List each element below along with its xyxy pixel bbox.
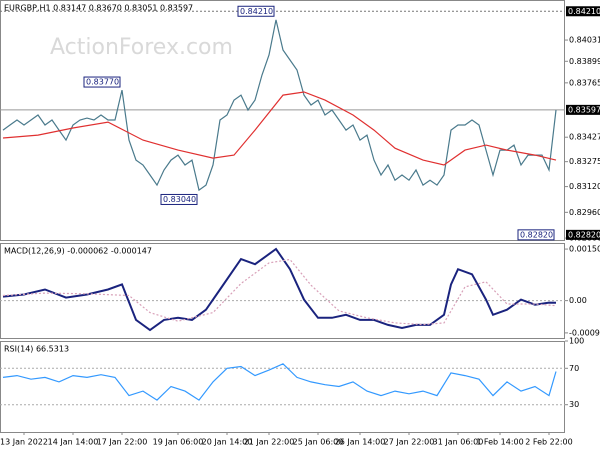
axis-marker-box [566, 6, 600, 17]
annotation-box [160, 193, 198, 205]
y-tick-label: -0.000941 [569, 328, 600, 337]
y-tick-label: 0.83899 [569, 57, 600, 66]
series-line [2, 258, 557, 326]
panel-title: MACD(12,26,9) -0.000062 -0.000147 [4, 247, 152, 256]
y-tick-label: 0.83120 [569, 182, 600, 191]
x-tick-label: 17 Jan 22:00 [97, 438, 148, 447]
x-tick-label: 13 Jan 2022 [0, 438, 48, 447]
y-tick-label: 30 [569, 400, 579, 409]
panel-frame [0, 0, 565, 241]
x-tick-label: 1 Feb 14:00 [476, 438, 523, 447]
series-line [2, 247, 557, 332]
x-tick-label: 20 Jan 14:00 [202, 438, 253, 447]
panel-frame [0, 243, 565, 339]
annotation-box [517, 229, 555, 241]
x-tick-label: 25 Jan 06:00 [293, 438, 344, 447]
annotation-label: 0.83770 [86, 78, 119, 87]
y-tick-label: 0.82960 [569, 208, 600, 217]
current-price-label: 0.83597 [568, 105, 600, 114]
series-line [2, 363, 557, 401]
x-tick-label: 31 Jan 06:00 [433, 438, 484, 447]
y-tick-label: 70 [569, 364, 579, 373]
y-tick-label: 0.84031 [569, 36, 600, 45]
y-tick-label: 0.001503 [569, 245, 600, 254]
panel-title: RSI(14) 66.5313 [4, 345, 69, 354]
annotation-label: 0.84210 [240, 7, 273, 16]
panel-frame [0, 341, 565, 433]
y-tick-label: 100 [569, 337, 584, 346]
annotation-box [83, 76, 121, 88]
current-price-box [566, 104, 600, 115]
series-line [2, 91, 557, 166]
x-tick-label: 27 Jan 22:00 [384, 438, 435, 447]
x-tick-label: 26 Jan 14:00 [335, 438, 386, 447]
watermark: ActionForex.com [50, 35, 233, 60]
axis-marker-box [566, 229, 600, 240]
annotation-box [237, 5, 275, 17]
axis-marker-label: 0.82820 [568, 230, 600, 239]
x-tick-label: 21 Jan 22:00 [244, 438, 295, 447]
y-tick-label: 0.83275 [569, 157, 600, 166]
y-tick-label: 0.83765 [569, 78, 600, 87]
axis-marker-label: 0.84210 [568, 7, 600, 16]
annotation-label: 0.82820 [520, 230, 553, 239]
series-line [2, 19, 557, 192]
x-tick-label: 19 Jan 06:00 [153, 438, 204, 447]
y-tick-label: 0.00 [569, 296, 587, 305]
annotation-label: 0.83040 [163, 195, 196, 204]
y-tick-label: 0.83427 [569, 133, 600, 142]
panel-title: EURGBP,H1 0.83147 0.83670 0.83051 0.8359… [4, 4, 193, 13]
x-tick-label: 14 Jan 14:00 [48, 438, 99, 447]
x-tick-label: 2 Feb 22:00 [525, 438, 572, 447]
